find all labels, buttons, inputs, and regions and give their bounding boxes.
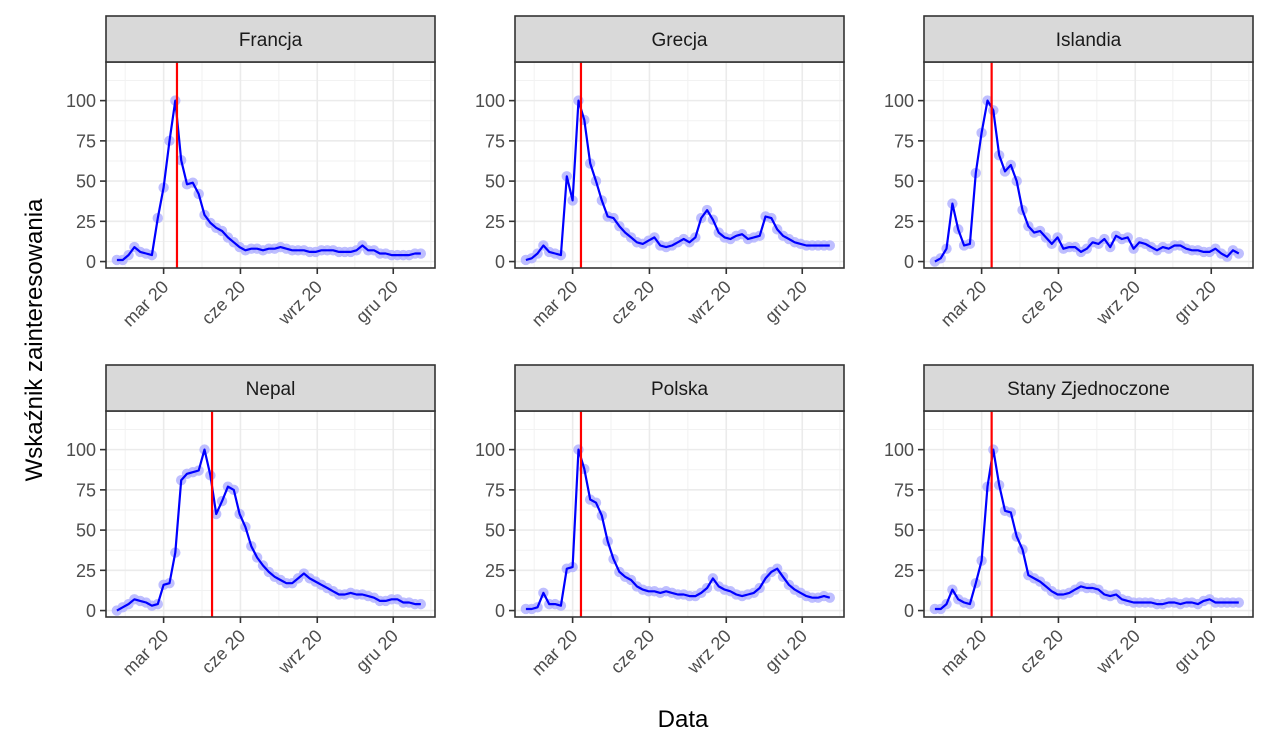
strip-background [514, 364, 845, 412]
strip-background [923, 15, 1254, 63]
panel-background [515, 62, 844, 268]
x-tick-label: mar 20 [119, 277, 173, 331]
y-tick-label: 75 [894, 480, 914, 500]
x-tick-label: cze 20 [607, 277, 659, 329]
x-tick-label: wrz 20 [1092, 277, 1144, 329]
grid-lines [106, 62, 435, 268]
y-tick-label: 25 [76, 212, 96, 232]
y-tick-label: 0 [904, 252, 914, 272]
y-tick-label: 75 [76, 131, 96, 151]
panel-background [106, 62, 435, 268]
y-tick-label: 25 [76, 561, 96, 581]
strip-title: Islandia [1056, 30, 1122, 51]
data-point [1233, 597, 1245, 608]
y-tick-label: 100 [475, 91, 505, 111]
panel-background [924, 62, 1253, 268]
x-tick-label: mar 20 [528, 626, 582, 680]
x-tick-label: cze 20 [1016, 277, 1068, 329]
x-tick-label: cze 20 [1016, 626, 1068, 678]
data-point [1233, 248, 1245, 259]
x-tick-label: mar 20 [937, 626, 991, 680]
panel-2: Grecja 0 25 50 75 100 mar 20 cze 20 wrz 20 gru 20 [475, 15, 845, 331]
y-tick-label: 50 [76, 521, 96, 541]
y-tick-label: 100 [475, 440, 505, 460]
y-tick-label: 50 [76, 172, 96, 192]
x-tick-label: wrz 20 [1092, 626, 1144, 678]
panel-1: Francja 0 25 50 75 100 mar 20 cze 20 wrz 20 gru 2… [66, 15, 436, 331]
y-tick-label: 50 [894, 172, 914, 192]
grid-lines [106, 411, 435, 617]
x-tick-label: gru 20 [1170, 277, 1220, 327]
grid-lines [515, 411, 844, 617]
x-tick-label: cze 20 [198, 277, 250, 329]
x-axis-title: Data [658, 706, 709, 733]
y-tick-label: 0 [495, 252, 505, 272]
strip-title: Nepal [246, 379, 296, 400]
x-tick-label: gru 20 [761, 277, 811, 327]
y-tick-label: 0 [904, 601, 914, 621]
y-tick-label: 0 [86, 601, 96, 621]
y-tick-label: 100 [66, 91, 96, 111]
data-point [824, 240, 836, 251]
y-tick-label: 75 [894, 131, 914, 151]
series-line [934, 99, 1240, 263]
series-line [116, 448, 421, 612]
y-tick-label: 0 [495, 601, 505, 621]
panel-3: Islandia 0 25 50 75 100 mar 20 cze 20 wrz 20 gru … [884, 15, 1254, 331]
x-tick-label: wrz 20 [274, 277, 326, 329]
y-tick-label: 50 [485, 172, 505, 192]
y-tick-label: 75 [485, 480, 505, 500]
x-tick-label: gru 20 [761, 626, 811, 676]
x-tick-label: gru 20 [352, 626, 402, 676]
x-tick-label: mar 20 [119, 626, 173, 680]
x-tick-label: gru 20 [352, 277, 402, 327]
strip-background [923, 364, 1254, 412]
panels-group: Francja 0 25 50 75 100 mar 20 cze 20 wrz 20 gru 2… [66, 15, 1254, 680]
y-tick-label: 75 [485, 131, 505, 151]
x-tick-label: mar 20 [937, 277, 991, 331]
series-line [116, 99, 421, 262]
y-tick-label: 0 [86, 252, 96, 272]
x-tick-label: gru 20 [1170, 626, 1220, 676]
strip-title: Polska [651, 379, 708, 400]
y-tick-label: 25 [485, 561, 505, 581]
panel-background [106, 411, 435, 617]
strip-background [514, 15, 845, 63]
data-point [824, 592, 836, 603]
data-point [415, 598, 427, 610]
panel-6: Stany Zjednoczone 0 25 50 75 100 mar 20 cze 20 w… [884, 364, 1254, 680]
panel-5: Polska 0 25 50 75 100 mar 20 cze 20 wrz 20 gru 20 [475, 364, 845, 680]
y-tick-label: 75 [76, 480, 96, 500]
y-tick-label: 100 [884, 440, 914, 460]
strip-title: Stany Zjednoczone [1007, 379, 1170, 400]
y-tick-label: 25 [894, 561, 914, 581]
panel-4: Nepal 0 25 50 75 100 mar 20 cze 20 wrz 20 gru 20 [66, 364, 436, 680]
x-tick-label: mar 20 [528, 277, 582, 331]
y-tick-label: 100 [884, 91, 914, 111]
strip-title: Francja [239, 30, 303, 51]
x-tick-label: cze 20 [607, 626, 659, 678]
strip-background [105, 15, 436, 63]
strip-title: Grecja [652, 30, 708, 51]
x-tick-label: wrz 20 [683, 626, 735, 678]
grid-lines [924, 62, 1253, 268]
y-tick-label: 100 [66, 440, 96, 460]
y-tick-label: 25 [485, 212, 505, 232]
y-axis-title: Wskaźnik zainteresowania [21, 198, 48, 481]
series-line [525, 99, 830, 262]
x-tick-label: wrz 20 [274, 626, 326, 678]
x-tick-label: wrz 20 [683, 277, 735, 329]
series-line [525, 448, 831, 611]
data-point [415, 248, 427, 259]
x-tick-label: cze 20 [198, 626, 250, 678]
y-tick-label: 50 [894, 521, 914, 541]
y-tick-label: 50 [485, 521, 505, 541]
grid-lines [924, 411, 1253, 617]
series-line [934, 448, 1239, 611]
y-tick-label: 25 [894, 212, 914, 232]
strip-background [105, 364, 436, 412]
